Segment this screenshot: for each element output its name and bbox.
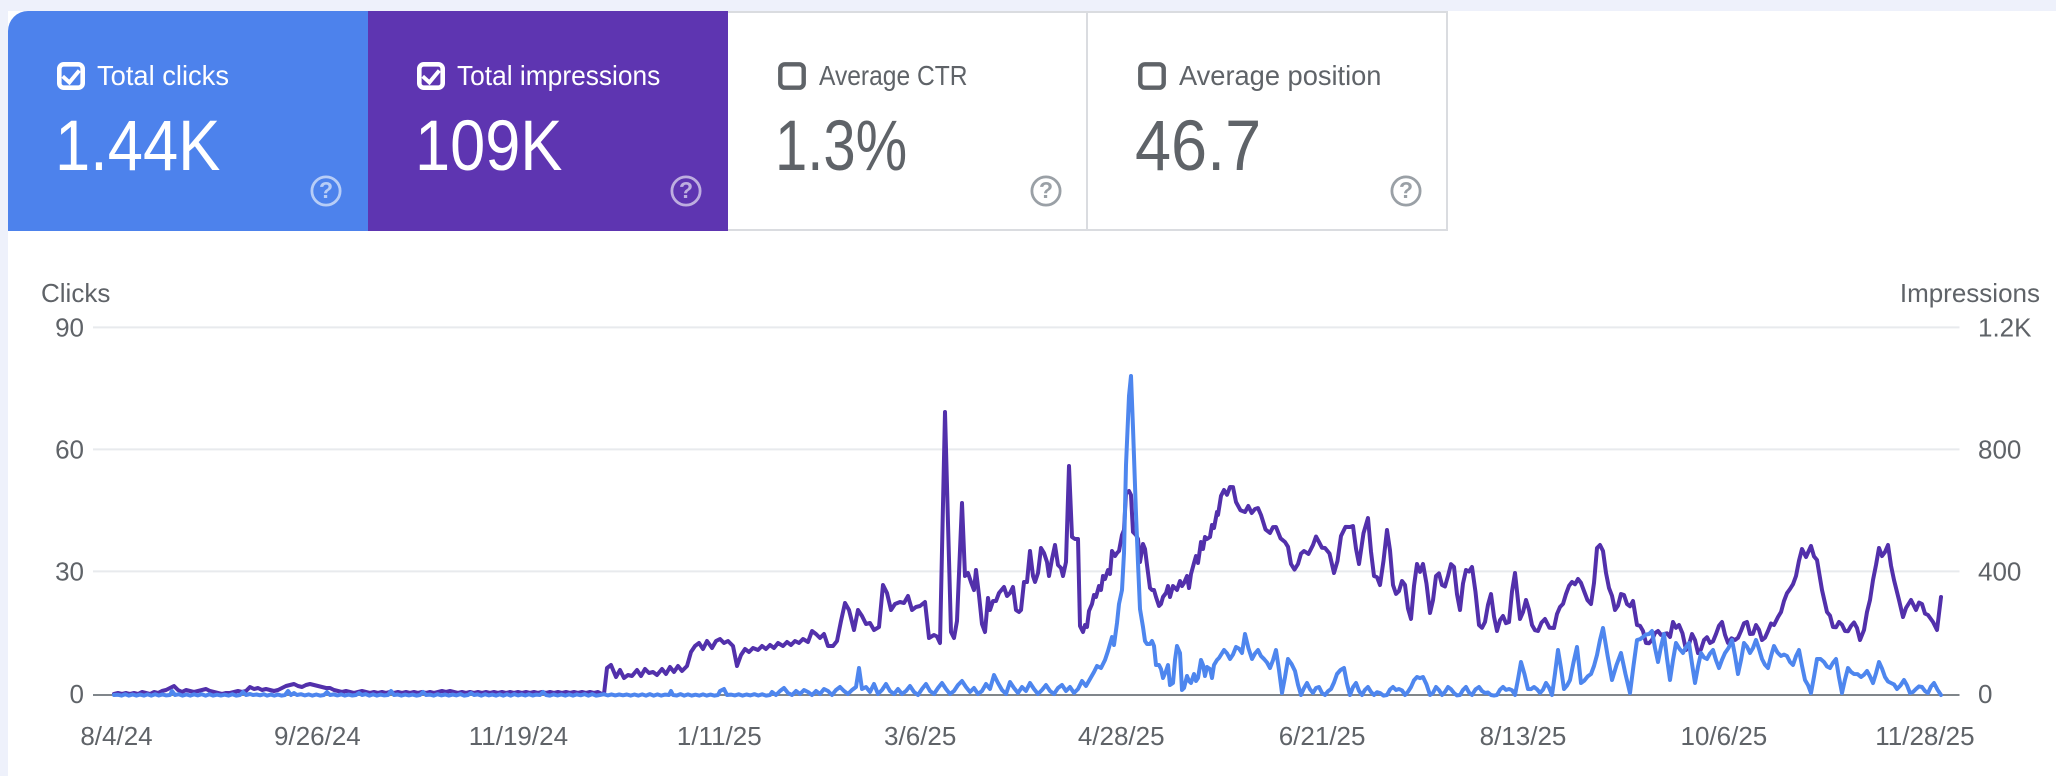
- svg-text:Clicks: Clicks: [41, 278, 110, 308]
- svg-text:1/11/25: 1/11/25: [677, 721, 762, 751]
- svg-text:Impressions: Impressions: [1900, 278, 2040, 308]
- svg-text:8/13/25: 8/13/25: [1480, 721, 1567, 751]
- svg-text:?: ?: [1039, 177, 1053, 203]
- svg-text:90: 90: [55, 313, 84, 343]
- svg-text:?: ?: [1399, 177, 1413, 203]
- svg-text:?: ?: [319, 177, 333, 203]
- svg-text:3/6/25: 3/6/25: [884, 721, 956, 751]
- svg-text:9/26/24: 9/26/24: [274, 721, 361, 751]
- svg-text:0: 0: [70, 679, 84, 709]
- svg-text:30: 30: [55, 557, 84, 587]
- svg-text:400: 400: [1978, 557, 2021, 587]
- svg-text:0: 0: [1978, 679, 1992, 709]
- svg-text:1.2K: 1.2K: [1978, 313, 2032, 343]
- svg-text:11/19/24: 11/19/24: [469, 721, 568, 751]
- svg-text:11/28/25: 11/28/25: [1875, 721, 1974, 751]
- svg-text:8/4/24: 8/4/24: [80, 721, 152, 751]
- svg-text:10/6/25: 10/6/25: [1681, 721, 1768, 751]
- svg-text:60: 60: [55, 435, 84, 465]
- svg-text:?: ?: [679, 177, 693, 203]
- svg-text:800: 800: [1978, 435, 2021, 465]
- svg-text:4/28/25: 4/28/25: [1078, 721, 1165, 751]
- svg-text:6/21/25: 6/21/25: [1279, 721, 1366, 751]
